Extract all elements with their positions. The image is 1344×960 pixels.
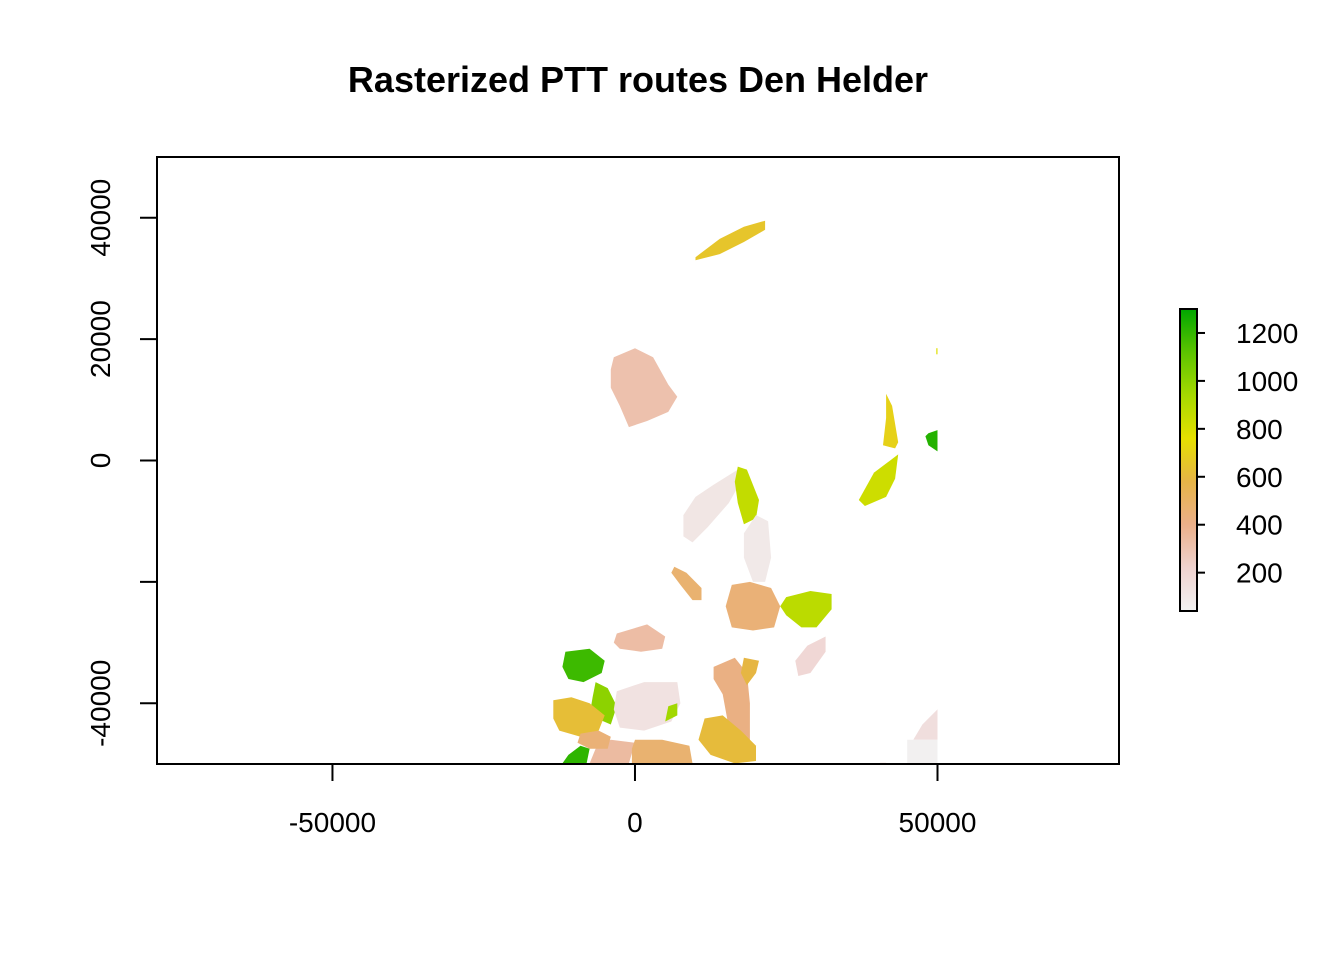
chart-title: Rasterized PTT routes Den Helder xyxy=(348,59,928,100)
raster-patch-4 xyxy=(858,454,899,506)
legend-bar-border xyxy=(1179,308,1198,612)
raster-patch-2 xyxy=(610,348,678,428)
raster-patch-21 xyxy=(577,730,611,749)
raster-patch-17 xyxy=(553,697,605,737)
legend-tick-label: 200 xyxy=(1236,558,1283,589)
raster-patch-14 xyxy=(613,624,666,652)
raster-patch-7 xyxy=(683,469,741,543)
raster-patch-24 xyxy=(713,657,750,746)
legend-tick-label: 400 xyxy=(1236,510,1283,541)
y-tick-label: 40000 xyxy=(85,179,116,257)
raster-patch-15 xyxy=(562,648,605,683)
raster-patch-23 xyxy=(562,745,590,764)
raster-patch-13 xyxy=(795,636,826,676)
x-tick-label: -50000 xyxy=(289,807,376,838)
raster-patch-8 xyxy=(734,466,759,525)
raster-patch-5 xyxy=(925,430,938,452)
raster-patch-9 xyxy=(743,515,772,582)
plot-frame xyxy=(156,156,1120,765)
raster-patch-1 xyxy=(695,220,766,261)
raster-patch-27 xyxy=(913,709,938,740)
y-axis: -40000 0 20000 40000 xyxy=(85,179,158,747)
y-tick-label: 20000 xyxy=(85,300,116,378)
raster-patch-6 xyxy=(936,348,938,355)
raster-patch-28 xyxy=(907,739,938,764)
legend-tick-label: 600 xyxy=(1236,462,1283,493)
legend-color-bar xyxy=(1180,309,1197,611)
x-tick-label: 50000 xyxy=(899,807,977,838)
legend-tick-label: 1000 xyxy=(1236,366,1298,397)
raster-patch-3 xyxy=(883,393,899,449)
legend-ticks: 200 400 600 800 1000 1200 xyxy=(1197,318,1298,589)
x-axis: -50000 0 50000 xyxy=(289,763,977,838)
raster-patch-19 xyxy=(665,703,678,722)
y-tick-label: -40000 xyxy=(85,660,116,747)
raster-patch-11 xyxy=(725,581,781,631)
x-tick-label: 0 xyxy=(627,807,643,838)
legend-tick-label: 800 xyxy=(1236,414,1283,445)
raster-patch-26 xyxy=(698,715,756,764)
raster-patches xyxy=(553,220,938,764)
raster-patch-22 xyxy=(631,739,693,764)
color-legend: 200 400 600 800 1000 1200 xyxy=(1179,308,1298,612)
raster-patch-12 xyxy=(780,591,832,628)
legend-tick-label: 1200 xyxy=(1236,318,1298,349)
raster-patch-10 xyxy=(671,566,702,601)
raster-patch-25 xyxy=(740,657,759,686)
raster-patch-18 xyxy=(613,682,681,731)
y-tick-label: 0 xyxy=(85,453,116,469)
